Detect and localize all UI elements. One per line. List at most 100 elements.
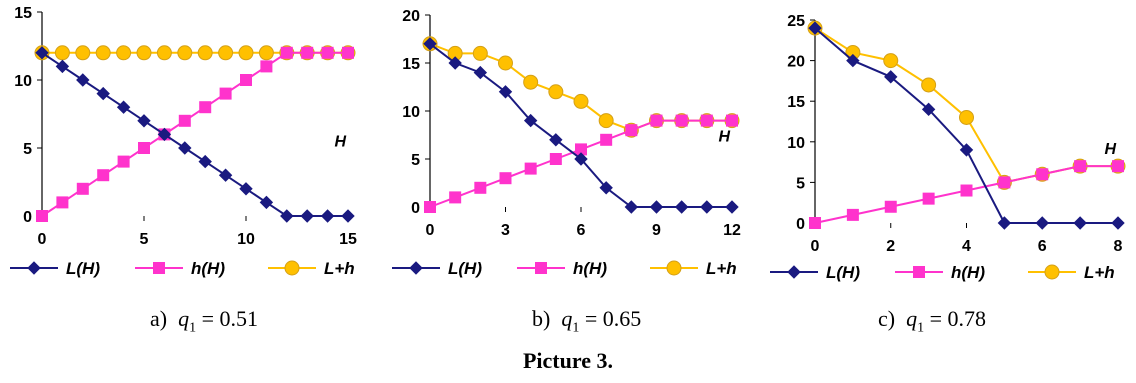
data-point-L <box>341 209 355 223</box>
legend-marker <box>153 262 165 274</box>
data-point-L <box>280 209 294 223</box>
y-tick-label: 15 <box>787 94 805 111</box>
data-point-L <box>198 154 212 169</box>
data-point-Lh <box>218 45 234 61</box>
caption-a-subscript: 1 <box>189 320 197 336</box>
data-point-L <box>549 133 563 147</box>
data-point-Lh <box>177 45 193 61</box>
caption-c-prefix: c) <box>878 306 896 331</box>
y-tick-label: 20 <box>402 8 420 25</box>
caption-c-value: = 0.78 <box>929 306 987 331</box>
data-point-h <box>424 201 436 213</box>
y-tick-label: 15 <box>402 56 420 73</box>
caption-c: c) q1 = 0.78 <box>878 306 986 336</box>
legend-marker <box>1044 264 1060 280</box>
data-point-L <box>448 56 462 70</box>
legend-label: L+h <box>1084 263 1115 282</box>
data-point-L <box>239 182 253 196</box>
data-point-L <box>921 102 936 117</box>
data-point-L <box>997 216 1012 230</box>
caption-b-value: = 0.65 <box>584 306 642 331</box>
y-tick-label: 15 <box>14 5 32 22</box>
data-point-h <box>524 162 537 175</box>
data-point-L <box>959 143 974 157</box>
data-point-h <box>138 142 150 154</box>
data-point-Lh <box>598 113 614 129</box>
y-tick-label: 10 <box>402 104 420 121</box>
data-point-L <box>1073 216 1087 230</box>
data-point-L <box>808 21 822 35</box>
data-point-L <box>55 59 70 74</box>
data-point-h <box>301 46 314 59</box>
y-tick-label: 25 <box>787 13 805 30</box>
data-point-Lh <box>75 45 91 61</box>
x-tick-label: 12 <box>723 222 741 239</box>
legend-label: L+h <box>706 259 737 278</box>
data-point-h <box>1074 160 1087 173</box>
legend-marker <box>666 260 682 276</box>
legend-marker <box>787 265 801 279</box>
caption-b-variable: q <box>561 306 573 331</box>
y-tick-label: 10 <box>14 73 32 90</box>
data-point-h <box>449 191 462 204</box>
chart-panel-b: 0 5 10 15 20 0 3 6 9 12 H L(H) h(H) L+h <box>392 8 741 278</box>
data-point-h <box>809 217 821 229</box>
data-point-L <box>473 65 488 80</box>
data-point-Lh <box>548 84 564 100</box>
data-point-h <box>260 60 273 73</box>
data-point-L <box>649 200 664 214</box>
data-point-Lh <box>238 45 254 61</box>
x-axis-label: H <box>718 129 730 146</box>
x-tick-label: 6 <box>577 222 586 239</box>
data-point-h <box>474 181 487 194</box>
figure-title: Picture 3. <box>522 348 613 373</box>
x-tick-label: 15 <box>339 231 357 248</box>
y-tick-label: 5 <box>23 141 32 158</box>
legend-label: L(H) <box>826 263 860 282</box>
caption-b-prefix: b) <box>532 306 551 331</box>
data-point-h <box>625 124 638 137</box>
legend-label: h(H) <box>951 263 985 282</box>
x-tick-label: 0 <box>811 238 820 255</box>
data-point-h <box>846 208 859 221</box>
data-point-h <box>342 46 354 59</box>
data-point-L <box>76 73 90 87</box>
data-point-h <box>575 143 587 156</box>
data-point-Lh <box>136 45 152 61</box>
legend-marker <box>27 261 41 275</box>
x-tick-label: 6 <box>1038 238 1047 255</box>
x-tick-label: 8 <box>1114 238 1123 255</box>
x-axis-label: H <box>1104 141 1116 158</box>
data-point-h <box>675 114 688 127</box>
data-point-Lh <box>95 45 111 61</box>
data-point-h <box>998 176 1011 189</box>
data-point-L <box>259 195 274 210</box>
series-line-Lh <box>814 27 1118 184</box>
data-point-h <box>700 114 713 127</box>
data-point-L <box>137 114 151 128</box>
data-point-h <box>178 114 191 127</box>
data-point-h <box>199 101 212 114</box>
caption-c-variable: q <box>906 306 918 331</box>
data-point-h <box>321 46 334 59</box>
caption-a-prefix: a) <box>150 306 168 331</box>
series-line-L <box>41 51 348 217</box>
legend-label: h(H) <box>191 259 225 278</box>
data-point-h <box>650 114 663 127</box>
data-point-h <box>76 182 89 195</box>
data-point-h <box>600 133 613 146</box>
y-tick-label: 10 <box>787 135 805 152</box>
data-point-L <box>1035 216 1049 230</box>
x-tick-label: 5 <box>140 231 149 248</box>
y-tick-label: 5 <box>796 175 805 192</box>
data-point-h <box>36 210 48 222</box>
data-point-h <box>56 196 69 209</box>
data-point-h <box>960 184 973 197</box>
data-point-L <box>674 200 689 214</box>
data-point-h <box>240 74 252 86</box>
data-point-L <box>320 209 335 223</box>
caption-c-subscript: 1 <box>917 320 925 336</box>
data-point-L <box>96 86 110 101</box>
data-point-L <box>624 200 639 214</box>
